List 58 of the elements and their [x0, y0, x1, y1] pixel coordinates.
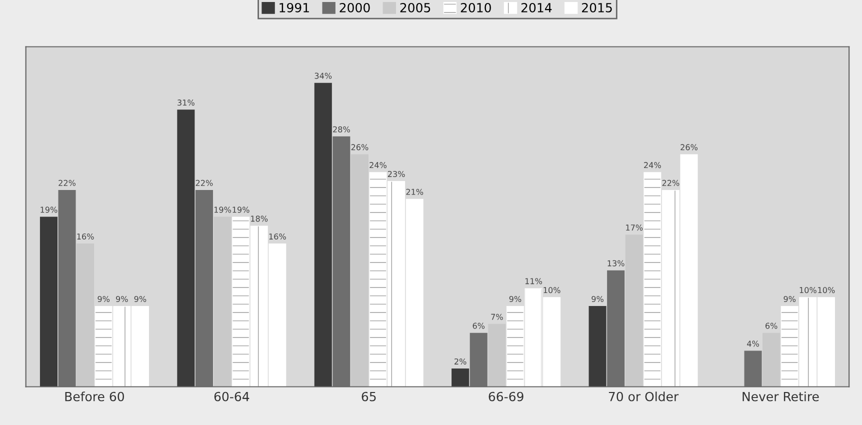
data-label: 13%	[608, 260, 624, 266]
data-label: 21%	[406, 188, 424, 195]
data-label: 19%	[232, 206, 250, 213]
x-tick-label: 66-69	[488, 392, 524, 402]
bar	[452, 368, 470, 387]
data-label: 7%	[491, 314, 503, 320]
data-label: 9%	[784, 296, 796, 302]
data-label: 4%	[747, 340, 759, 347]
data-label: 17%	[626, 224, 643, 231]
x-tick-label: 60-64	[214, 392, 250, 402]
data-label: 6%	[765, 322, 778, 329]
data-label: 9%	[134, 296, 146, 302]
x-tick-label: 70 or Older	[608, 392, 679, 402]
data-label: 16%	[269, 233, 286, 240]
bar	[762, 332, 780, 387]
legend-label: 1991	[280, 2, 309, 12]
legend-label: 2014	[521, 2, 552, 12]
data-label: 24%	[370, 162, 387, 168]
x-tick-label: Never Retire	[742, 392, 819, 402]
legend-label: 2000	[340, 2, 370, 12]
data-label: 26%	[351, 144, 368, 150]
legend-label: 2010	[460, 2, 491, 12]
data-label: 2%	[454, 358, 466, 365]
bar	[350, 154, 368, 387]
bar	[314, 82, 332, 387]
data-label: 9%	[592, 296, 604, 302]
data-label: 19%	[214, 206, 232, 213]
data-label: 22%	[662, 180, 680, 186]
data-label: 26%	[680, 144, 698, 150]
data-label: 19%	[40, 206, 58, 213]
data-label: 28%	[333, 126, 350, 132]
bar	[214, 216, 232, 387]
data-label: 6%	[472, 322, 485, 329]
bar	[625, 234, 643, 387]
data-label: 22%	[58, 180, 76, 186]
data-label: 24%	[644, 162, 661, 168]
bar	[40, 216, 58, 387]
bar	[76, 244, 94, 387]
legend-label: 2015	[582, 2, 612, 12]
bar	[488, 324, 506, 387]
data-label: 23%	[388, 170, 405, 178]
bar	[588, 306, 606, 387]
data-label: 22%	[196, 180, 213, 186]
x-tick-label: Before 60	[65, 392, 124, 402]
legend-label: 2005	[400, 2, 430, 12]
data-label: 9%	[98, 296, 110, 302]
data-label: 18%	[251, 216, 268, 222]
data-label: 10%	[818, 287, 835, 294]
data-label: 10%	[544, 287, 560, 294]
data-label: 9%	[509, 296, 522, 302]
data-label: 16%	[77, 233, 94, 240]
data-label: 11%	[525, 278, 542, 284]
data-label: 9%	[116, 296, 128, 302]
data-label: 10%	[800, 287, 816, 294]
x-tick-label: 65	[362, 392, 376, 402]
bar	[177, 110, 195, 387]
data-label: 31%	[178, 100, 194, 106]
data-label: 34%	[314, 72, 332, 79]
